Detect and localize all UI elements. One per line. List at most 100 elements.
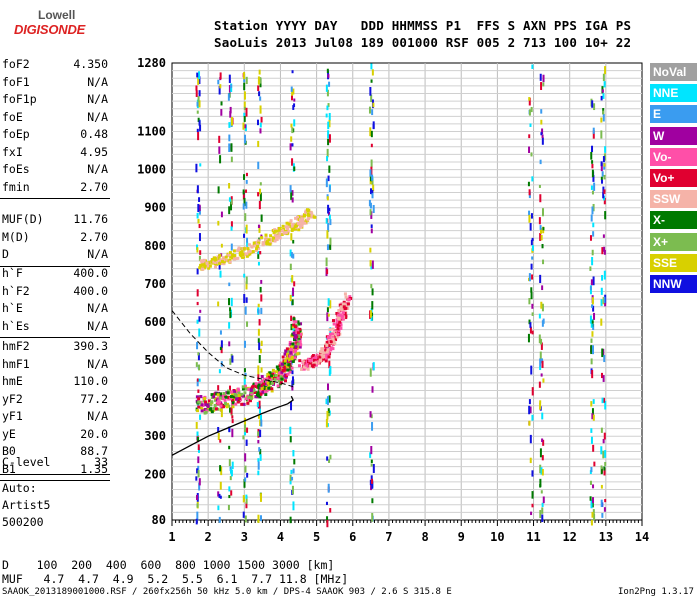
streak-dot (529, 123, 532, 127)
streak-dot (542, 227, 545, 231)
streak-dot (243, 197, 246, 206)
streak-dot (243, 376, 246, 386)
streak-dot (602, 186, 605, 192)
streak-dot (328, 81, 331, 87)
trace-point (339, 323, 343, 327)
streak-dot (196, 247, 199, 253)
streak-dot (220, 340, 223, 348)
trace-point (289, 219, 293, 223)
streak-dot (591, 331, 594, 337)
streak-dot (198, 100, 201, 108)
streak-dot (259, 515, 262, 522)
streak-dot (369, 479, 372, 486)
trace-point (204, 403, 208, 407)
streak-dot (601, 512, 604, 518)
streak-dot (243, 368, 246, 373)
streak-dot (326, 516, 329, 523)
trace-point (218, 262, 222, 266)
streak-dot (198, 478, 201, 486)
param-value: 0.48 (80, 127, 108, 141)
streak-dot (528, 97, 531, 101)
trace-point (283, 368, 287, 372)
streak-dot (231, 415, 234, 419)
streak-dot (198, 482, 201, 491)
param-name: yE (2, 426, 16, 441)
streak-dot (539, 73, 542, 81)
trace-point (256, 244, 260, 248)
streak-dot (220, 109, 223, 116)
trace-point (302, 367, 306, 371)
streak-dot (529, 223, 532, 231)
x-tick-label: 3 (241, 530, 248, 544)
trace-point (331, 327, 335, 331)
trace-point (332, 331, 336, 335)
streak-dot (289, 185, 292, 193)
streak-dot (259, 188, 262, 195)
trace-point (294, 227, 298, 231)
trace-point (311, 214, 315, 218)
streak-dot (540, 119, 543, 125)
trace-point (331, 341, 335, 345)
streak-dot (228, 298, 231, 306)
legend-item-x: X- (650, 211, 697, 230)
trace-point (257, 383, 261, 387)
streak-dot (541, 412, 544, 420)
streak-dot (329, 508, 332, 513)
trace-point (234, 257, 238, 261)
streak-dot (539, 448, 542, 458)
trace-point (244, 246, 248, 250)
streak-dot (197, 203, 200, 213)
streak-dot (589, 235, 592, 241)
trace-point (280, 229, 284, 233)
streak-dot (529, 406, 532, 414)
streak-dot (542, 378, 545, 383)
streak-dot (242, 189, 245, 195)
streak-dot (590, 401, 593, 407)
streak-dot (369, 452, 372, 458)
trace-point (298, 218, 302, 222)
trace-point (275, 365, 279, 369)
trace-point (325, 343, 329, 347)
streak-dot (530, 287, 533, 293)
param-row-foes: foEs N/A (2, 162, 108, 180)
streak-dot (604, 461, 607, 466)
streak-dot (590, 499, 593, 509)
trace-point (294, 352, 298, 356)
streak-dot (604, 499, 607, 503)
trace-point (283, 362, 287, 366)
trace-point (247, 243, 251, 247)
trace-point (207, 399, 211, 403)
streak-dot (290, 191, 293, 200)
param-value: 20.0 (80, 426, 108, 441)
streak-dot (289, 516, 292, 524)
trace-point (301, 214, 305, 218)
trace-point (295, 336, 299, 340)
param-value: 1.35 (80, 461, 108, 476)
streak-dot (531, 256, 534, 260)
trace-point (324, 359, 328, 363)
streak-dot (197, 96, 200, 103)
streak-dot (603, 81, 606, 88)
streak-dot (369, 87, 372, 96)
streak-dot (591, 499, 594, 508)
streak-dot (218, 493, 221, 498)
streak-dot (327, 130, 330, 139)
streak-dot (197, 352, 200, 361)
trace-point (280, 362, 284, 366)
trace-point (285, 347, 289, 351)
trace-point (251, 250, 255, 254)
streak-dot (217, 186, 220, 194)
trace-point (348, 295, 352, 299)
streak-dot (539, 225, 542, 230)
trace-point (229, 396, 233, 400)
logo-digisonde-text: DIGISONDE (14, 22, 86, 37)
streak-dot (592, 399, 595, 404)
trace-point (226, 402, 230, 406)
trace-point (278, 226, 282, 230)
streak-dot (257, 458, 260, 462)
legend-item-nnw: NNW (650, 275, 697, 293)
streak-dot (539, 510, 542, 519)
streak-dot (229, 111, 232, 118)
streak-dot (600, 466, 603, 475)
streak-dot (289, 294, 292, 302)
